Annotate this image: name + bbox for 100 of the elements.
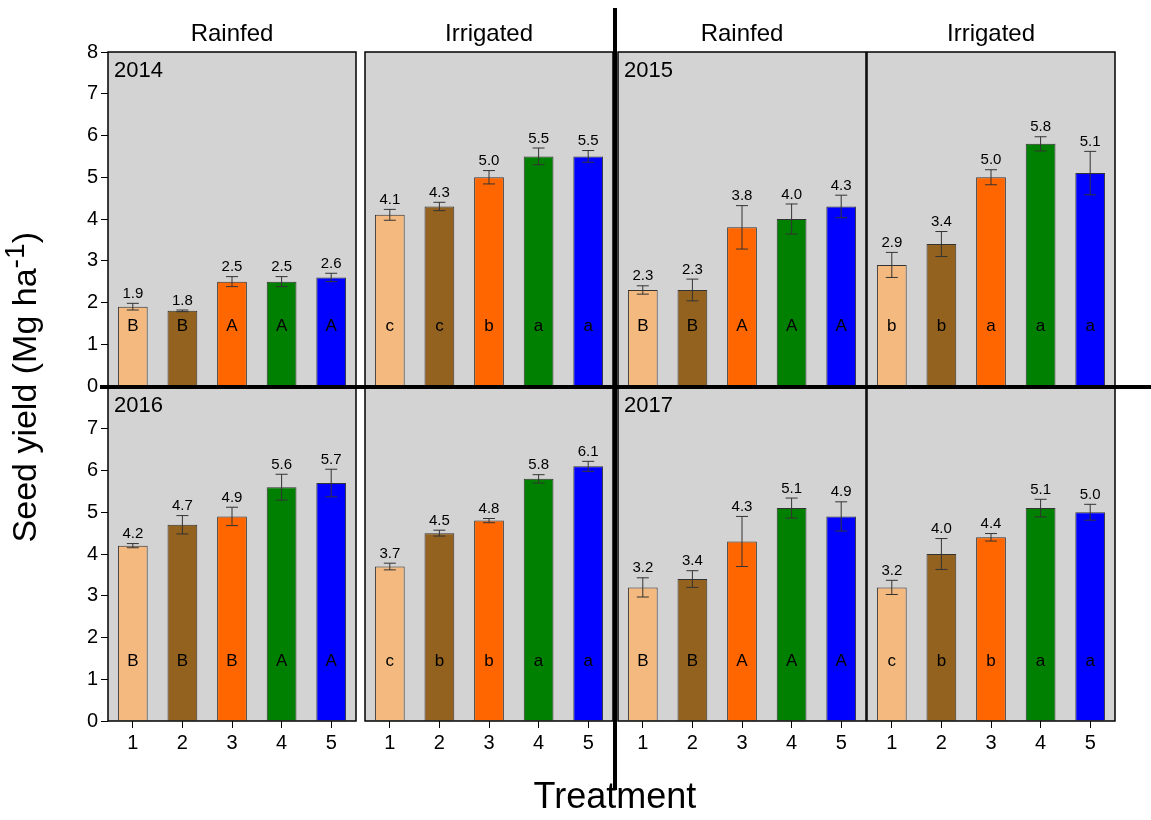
data-label: 6.1 [577, 441, 599, 459]
annotation: a [583, 315, 594, 335]
annotation: c [435, 315, 445, 335]
annotation: A [226, 315, 239, 335]
x-tick-label: 1 [637, 730, 649, 753]
data-label: 3.4 [930, 212, 952, 230]
annotation: b [986, 650, 996, 670]
annotation: 2016 [114, 392, 163, 418]
annotation: A [785, 315, 798, 335]
data-label: 4.2 [122, 524, 144, 542]
data-label: 5.8 [1030, 117, 1052, 135]
data-label: 4.7 [171, 496, 193, 514]
chart-title: Rainfed [700, 18, 784, 46]
annotation: B [127, 650, 139, 670]
y-tick-label: 4 [86, 206, 98, 229]
x-tick-label: 1 [127, 730, 139, 753]
chart-title: Irrigated [946, 18, 1036, 46]
data-label: 4.3 [830, 175, 852, 193]
annotation: b [887, 315, 897, 335]
data-label: 4.1 [379, 190, 401, 208]
x-tick-label: 4 [786, 730, 798, 753]
data-label: 1.8 [171, 290, 193, 308]
annotation: b [484, 650, 494, 670]
annotation: c [385, 650, 395, 670]
x-tick-label: 2 [176, 730, 188, 753]
data-label: 4.3 [731, 497, 753, 515]
annotation: b [484, 315, 494, 335]
annotation: a [986, 315, 997, 335]
annotation: B [637, 650, 649, 670]
data-label: 2.3 [681, 259, 703, 277]
x-tick-label: 3 [226, 730, 238, 753]
x-tick-label: 3 [483, 730, 495, 753]
annotation: A [275, 315, 288, 335]
x-tick-label: 3 [736, 730, 748, 753]
y-tick-label: 5 [86, 499, 98, 522]
data-label: 3.7 [379, 543, 401, 561]
annotation: A [736, 315, 749, 335]
data-label: 5.5 [577, 131, 599, 149]
data-label: 5.1 [781, 478, 803, 496]
data-label: 5.7 [320, 449, 342, 467]
data-label: 4.9 [221, 487, 243, 505]
annotation: A [275, 650, 288, 670]
x-tick-label: 4 [276, 730, 288, 753]
data-label: 3.8 [731, 186, 753, 204]
annotation: B [226, 650, 238, 670]
data-label: 4.5 [428, 510, 450, 528]
data-label: 1.9 [122, 283, 144, 301]
y-tick-label: 6 [86, 458, 98, 481]
annotation: B [686, 650, 699, 670]
data-label: 4.3 [428, 182, 450, 200]
x-tick-label: 4 [533, 730, 545, 753]
x-tick-label: 5 [835, 730, 847, 753]
data-label: 2.5 [271, 257, 293, 275]
annotation: c [887, 650, 897, 670]
annotation: a [533, 650, 544, 670]
annotation: 2017 [624, 392, 673, 418]
y-tick-label: 0 [86, 708, 98, 731]
data-label: 3.2 [632, 558, 654, 576]
x-tick-label: 5 [325, 730, 337, 753]
x-tick-label: 5 [1084, 730, 1096, 753]
data-label: 2.3 [632, 266, 654, 284]
data-label: 2.9 [881, 233, 903, 251]
y-tick-label: 6 [86, 123, 98, 146]
data-label: 3.4 [681, 551, 703, 569]
annotation: B [176, 650, 189, 670]
data-label: 4.0 [930, 519, 952, 537]
annotation: A [325, 650, 338, 670]
annotation: b [936, 315, 947, 335]
x-tick-label: 1 [886, 730, 898, 753]
annotation: 2014 [114, 57, 163, 83]
annotation: B [176, 315, 189, 335]
y-tick-label: 0 [86, 373, 98, 396]
data-label: 2.6 [320, 253, 342, 271]
y-tick-label: 8 [86, 39, 98, 62]
y-tick-label: 1 [86, 331, 98, 354]
data-label: 5.1 [1079, 132, 1101, 150]
data-label: 5.1 [1030, 479, 1052, 497]
y-tick-label: 4 [86, 541, 98, 564]
annotation: B [686, 315, 699, 335]
annotation: B [127, 315, 139, 335]
annotation: 2015 [624, 57, 673, 83]
annotation: a [583, 650, 594, 670]
x-tick-label: 2 [433, 730, 445, 753]
chart-title: Irrigated [444, 18, 534, 46]
annotation: A [835, 315, 848, 335]
y-tick-label: 1 [86, 666, 98, 689]
data-label: 5.5 [528, 128, 550, 146]
y-tick-label: 3 [86, 248, 98, 271]
data-label: 2.5 [221, 257, 243, 275]
data-label: 5.8 [528, 455, 550, 473]
data-label: 5.0 [1079, 484, 1101, 502]
annotation: B [637, 315, 649, 335]
data-label: 4.9 [830, 482, 852, 500]
x-tick-label: 4 [1035, 730, 1047, 753]
y-tick-label: 5 [86, 164, 98, 187]
annotation: a [1035, 315, 1046, 335]
annotation: A [736, 650, 749, 670]
x-axis-title: Treatment [533, 775, 697, 817]
x-tick-label: 2 [686, 730, 698, 753]
y-tick-label: 2 [86, 290, 98, 313]
